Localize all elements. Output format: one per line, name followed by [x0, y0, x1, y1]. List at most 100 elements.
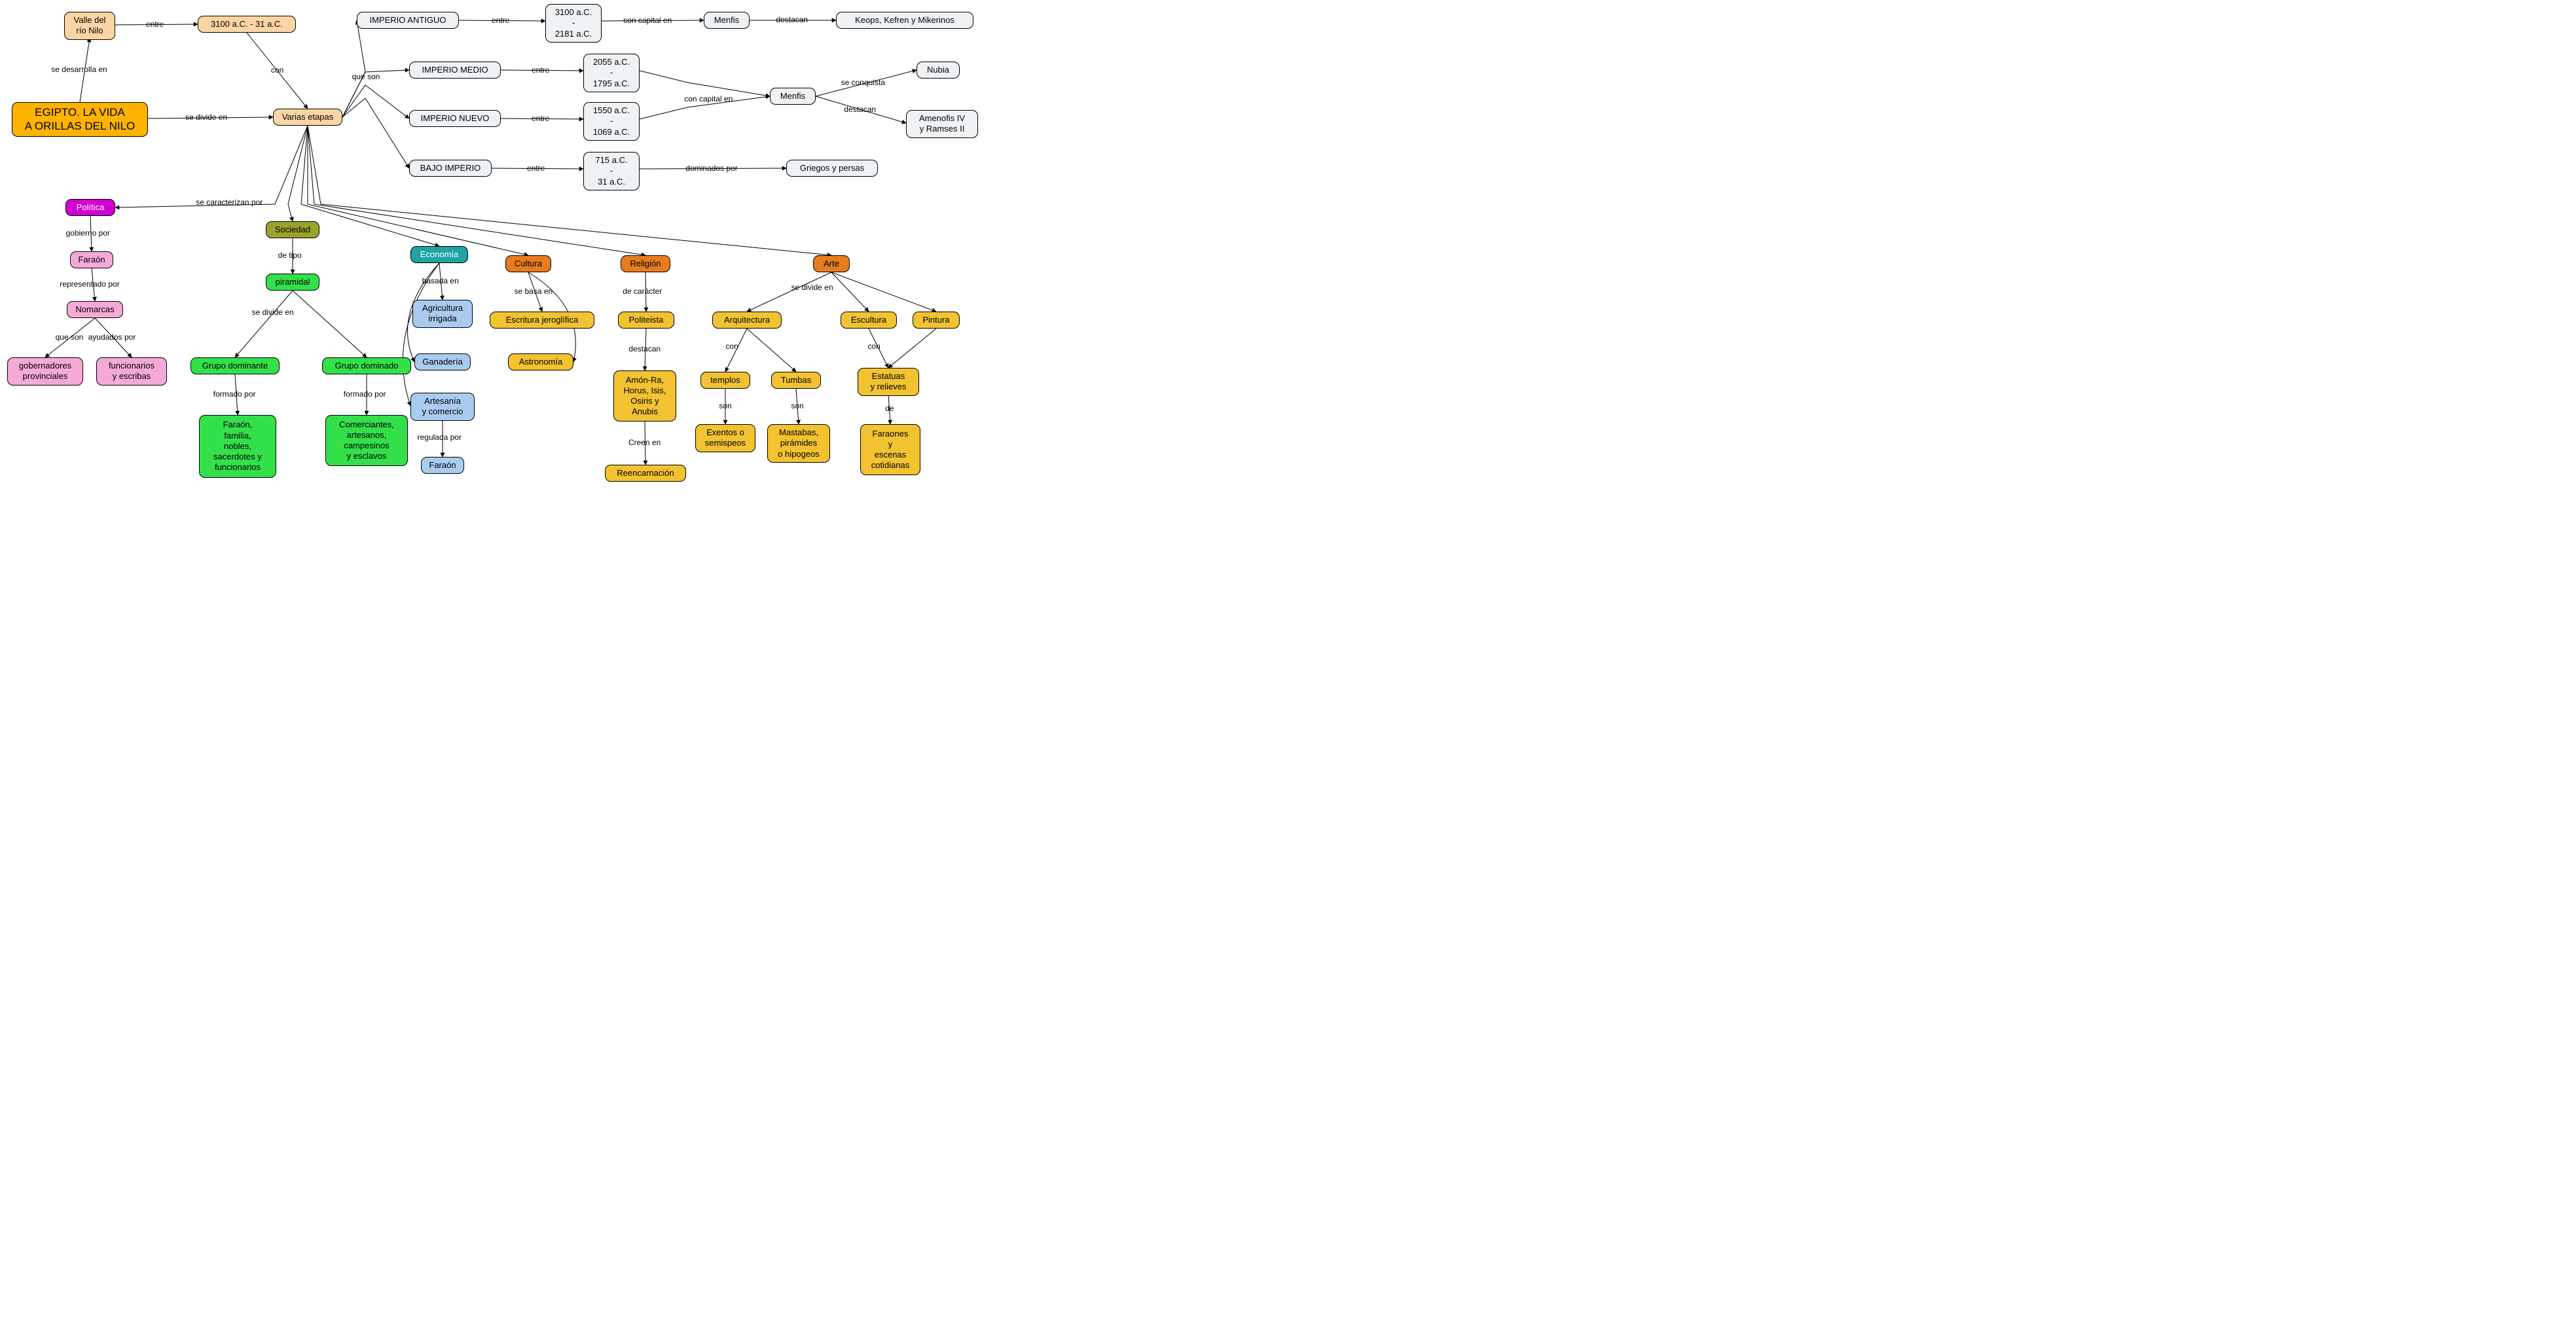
edge-piramidal-grp_dom1	[235, 291, 293, 357]
node-mastabas: Mastabas, pirámides o hipogeos	[767, 424, 830, 463]
node-nomarcas: Nomarcas	[67, 301, 123, 318]
edge-label-arte-arquitectura: se divide en	[791, 283, 833, 292]
node-arte: Arte	[813, 255, 850, 272]
node-faraon_e: Faraón	[421, 457, 464, 474]
edge-label-piramidal-grp_dom1: se divide en	[252, 308, 294, 317]
edge-varias-sociedad	[288, 126, 308, 221]
edge-label-root-valle: se desarrolla en	[51, 65, 107, 74]
edge-varias-imp_ant	[342, 20, 365, 117]
concept-map-canvas: EGIPTO. LA VIDA A ORILLAS DEL NILO Valle …	[0, 0, 1008, 517]
node-nue_dates: 1550 a.C. - 1069 a.C.	[583, 102, 640, 141]
edge-label-imp_med-med_dates: entre	[532, 65, 549, 75]
edge-pintura-estatuas	[888, 329, 936, 368]
node-faraones_esc: Faraones y escenas cotidianas	[860, 424, 920, 475]
node-sociedad: Sociedad	[266, 221, 319, 238]
edge-label-arquitectura-templos: con	[725, 342, 738, 351]
edge-piramidal-grp_dom2	[293, 291, 367, 357]
node-bajo_dates: 715 a.C. - 31 a.C.	[583, 152, 640, 190]
node-arquitectura: Arquitectura	[712, 312, 782, 329]
edge-varias-arte	[308, 126, 831, 255]
node-grp_dom2: Grupo dominado	[322, 357, 411, 374]
edge-varias-imp_nue	[342, 85, 409, 118]
edge-label-sociedad-piramidal: de tipo	[278, 251, 302, 260]
edge-label-ant_dates-menfis1: con capital en	[623, 16, 672, 25]
node-menfis2: Menfis	[770, 88, 816, 105]
node-economia: Economía	[410, 246, 468, 263]
edge-label-bajo_dates-griegos: dominados por	[685, 164, 737, 173]
node-amenofis: Amenofis IV y Ramses II	[906, 110, 978, 138]
edge-label-bajo_imp-bajo_dates: entre	[527, 164, 545, 173]
node-bajo_imp: BAJO IMPERIO	[409, 160, 492, 177]
edge-med_dates-menfis2	[640, 71, 770, 96]
node-imp_nue: IMPERIO NUEVO	[409, 110, 501, 127]
edge-arte-pintura	[831, 272, 936, 312]
node-escultura: Escultura	[841, 312, 897, 329]
edge-label-artesania-faraon_e: regulada por	[418, 433, 462, 442]
edge-label-root-varias: se divide en	[185, 113, 227, 122]
edge-varias-politica	[115, 126, 308, 207]
edge-label-grp_dom1-grp_dom1_d: formado por	[213, 389, 256, 399]
edge-varias-bajo_imp	[342, 98, 409, 168]
edge-label-valle-range3100: entre	[146, 20, 164, 29]
edge-label-cultura-escritura: se basa en	[515, 287, 553, 296]
edge-label-imp_nue-nue_dates: entre	[532, 114, 549, 123]
node-funcionarios: funcionarios y escribas	[96, 357, 167, 386]
node-grp_dom1: Grupo dominante	[190, 357, 280, 374]
edge-varias-economia	[301, 126, 439, 246]
node-grp_dom2_d: Comerciantes, artesanos, campesinos y es…	[325, 415, 408, 466]
node-griegos: Griegos y persas	[786, 160, 878, 177]
edge-label-politeista-amonra: destacan	[628, 344, 661, 353]
node-politica: Política	[65, 199, 115, 216]
node-valle: Valle del río Nilo	[64, 12, 115, 40]
edge-label-imp_ant-ant_dates: entre	[492, 16, 509, 25]
edge-label-politica-faraon_p: gobierno por	[66, 228, 110, 238]
node-range3100: 3100 a.C. - 31 a.C.	[198, 16, 296, 33]
node-keops: Keops, Kefren y Mikerinos	[836, 12, 973, 29]
edge-varias-religion	[308, 126, 645, 255]
node-grp_dom1_d: Faraón, familia, nobles, sacerdotes y fu…	[199, 415, 276, 478]
node-religion: Religión	[621, 255, 670, 272]
node-escritura: Escritura jeroglífica	[490, 312, 594, 329]
node-piramidal: piramidal	[266, 274, 319, 291]
node-med_dates: 2055 a.C. - 1795 a.C.	[583, 54, 640, 92]
node-imp_med: IMPERIO MEDIO	[409, 62, 501, 79]
node-templos: templos	[700, 372, 750, 389]
node-astronomia: Astronomía	[508, 353, 573, 370]
edge-label-escultura-estatuas: con	[867, 342, 880, 351]
edge-label-economia-agricultura: basada en	[422, 276, 459, 285]
node-root: EGIPTO. LA VIDA A ORILLAS DEL NILO	[12, 102, 148, 137]
edge-label-nomarcas-gobernadores: que son	[56, 332, 84, 342]
edge-label-menfis2-amenofis: destacan	[844, 105, 876, 114]
node-cultura: Cultura	[505, 255, 551, 272]
node-faraon_p: Faraón	[70, 251, 113, 268]
node-ant_dates: 3100 a.C. - 2181 a.C.	[545, 4, 602, 43]
node-nubia: Nubia	[916, 62, 960, 79]
edge-label-range3100-varias: con	[271, 65, 283, 75]
edge-label-tumbas-mastabas: son	[791, 401, 803, 410]
edge-label-varias-imp_ant: que son	[352, 72, 380, 81]
edge-label-med_dates-menfis2: con capital en	[684, 94, 733, 103]
edge-label-templos-exentos: son	[719, 401, 731, 410]
node-tumbas: Tumbas	[771, 372, 821, 389]
node-menfis1: Menfis	[704, 12, 750, 29]
edge-label-faraon_p-nomarcas: representado por	[60, 279, 119, 289]
edge-label-menfis2-nubia: se conquista	[841, 78, 885, 87]
edge-label-religion-politeista: de carácter	[623, 287, 662, 296]
edge-label-estatuas-faraones_esc: de	[885, 404, 894, 413]
edge-label-grp_dom2-grp_dom2_d: formado por	[344, 389, 386, 399]
edge-label-menfis1-keops: destacan	[776, 15, 808, 24]
node-estatuas: Estatuas y relieves	[858, 368, 919, 396]
node-gobernadores: gobernadores provinciales	[7, 357, 83, 386]
node-amonra: Amón-Ra, Horus, Isis, Osiris y Anubis	[613, 370, 676, 422]
edge-label-nomarcas-funcionarios: ayudados por	[88, 332, 136, 342]
node-agricultura: Agricultura irrigada	[412, 300, 473, 328]
node-politeista: Politeista	[618, 312, 674, 329]
node-imp_ant: IMPERIO ANTIGUO	[357, 12, 459, 29]
edge-label-amonra-reencarna: Creen en	[628, 438, 661, 447]
edge-arquitectura-tumbas	[747, 329, 796, 372]
node-ganaderia: Ganadería	[414, 353, 471, 370]
node-exentos: Exentos o semispeos	[695, 424, 755, 452]
edge-arte-arquitectura	[747, 272, 831, 312]
edge-arte-escultura	[831, 272, 869, 312]
node-pintura: Pintura	[913, 312, 960, 329]
